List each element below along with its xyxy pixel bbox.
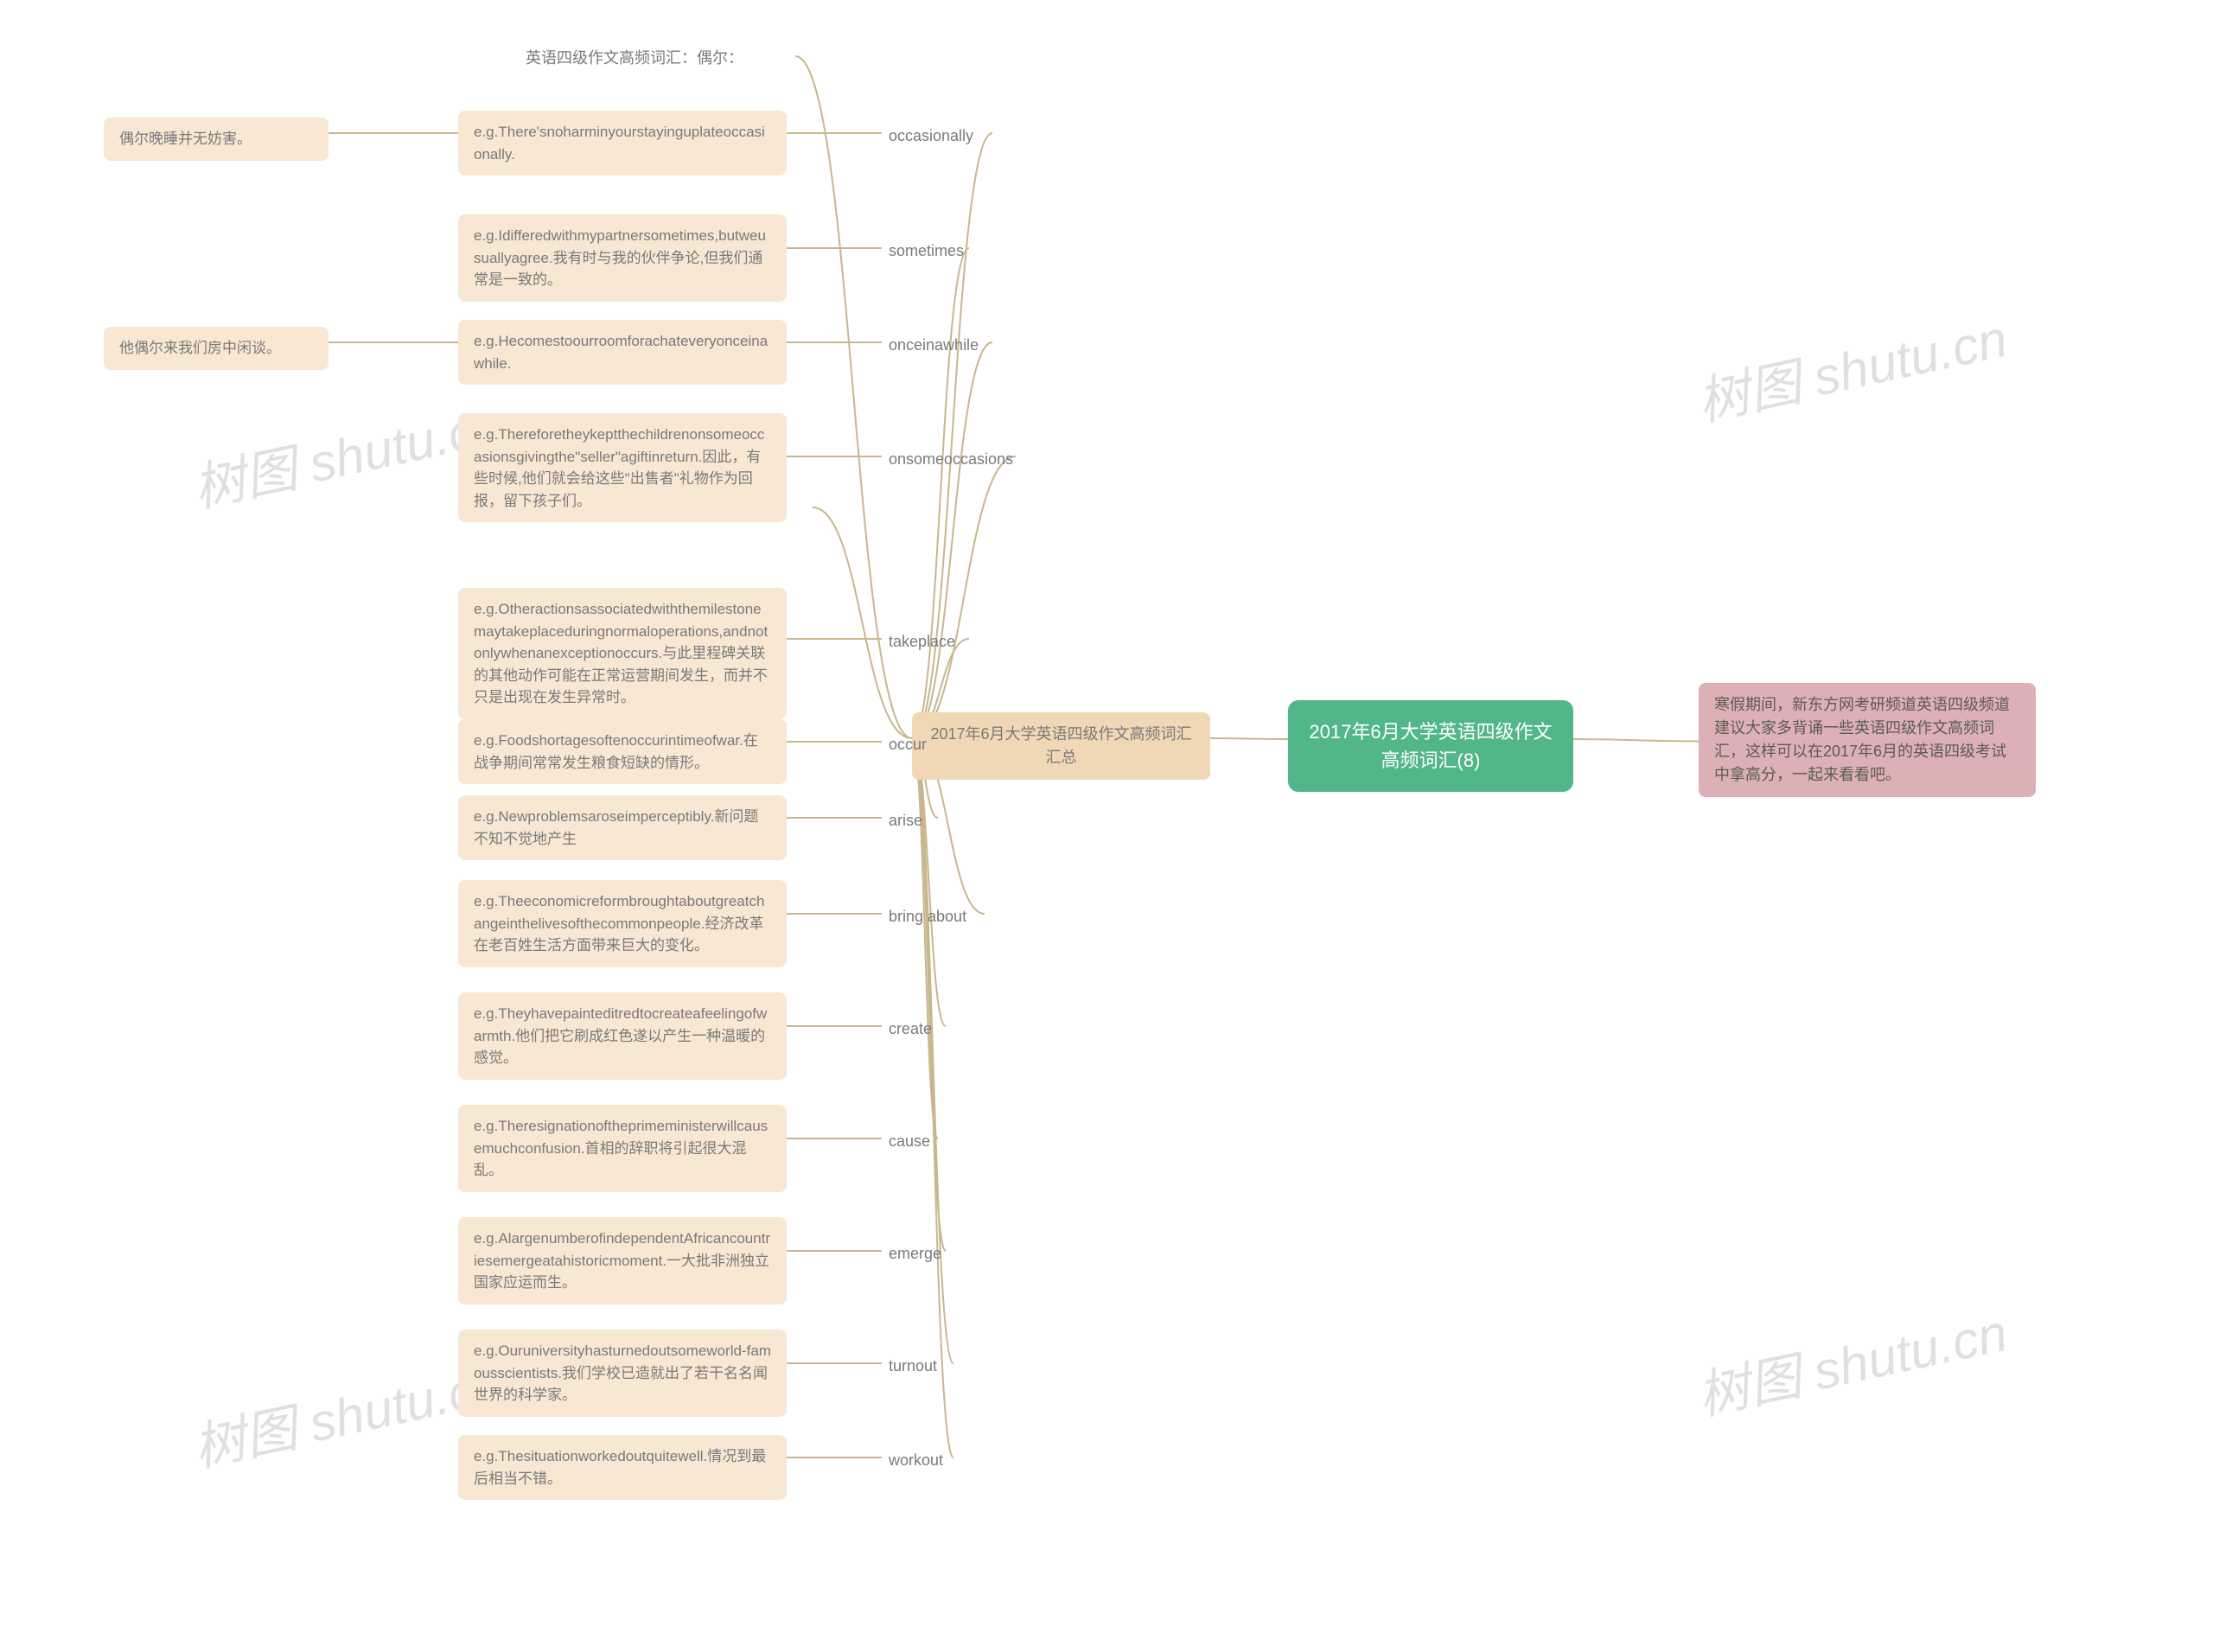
example-node-workout: e.g.Thesituationworkedoutquitewell.情况到最后… [458, 1435, 787, 1500]
example-node-occasionally: e.g.There'snoharminyourstayinguplateocca… [458, 111, 787, 175]
watermark: 树图 shutu.cn [1690, 1291, 2013, 1430]
word-node-bringabout[interactable]: bring about [882, 902, 973, 932]
leaf-node-occasionally: 偶尔晚睡并无妨害。 [104, 118, 328, 161]
header-node-1: 英语四级作文高频词汇：偶尔： [519, 43, 795, 73]
example-node-sometimes: e.g.Idifferedwithmypartnersometimes,butw… [458, 214, 787, 302]
example-node-turnout: e.g.Ouruniversityhasturnedoutsomeworld-f… [458, 1330, 787, 1417]
watermark: 树图 shutu.cn [1690, 297, 2013, 436]
word-node-occur[interactable]: occur [882, 730, 934, 760]
connector-layer [0, 0, 2213, 1652]
word-node-emerge[interactable]: emerge [882, 1239, 948, 1269]
example-node-cause: e.g.Theresignationoftheprimeministerwill… [458, 1105, 787, 1192]
word-node-onsomeoccasions[interactable]: onsomeoccasions [882, 444, 1020, 475]
word-node-turnout[interactable]: turnout [882, 1351, 944, 1381]
example-node-onsomeoccasions: e.g.Thereforetheykeptthechildrenonsomeoc… [458, 413, 787, 522]
word-node-create[interactable]: create [882, 1014, 939, 1044]
word-node-onceinawhile[interactable]: onceinawhile [882, 330, 985, 360]
example-node-takeplace: e.g.Otheractionsassociatedwiththemilesto… [458, 588, 787, 719]
root-node[interactable]: 2017年6月大学英语四级作文高频词汇(8) [1288, 700, 1573, 792]
leaf-node-onceinawhile: 他偶尔来我们房中闲谈。 [104, 327, 328, 370]
summary-node[interactable]: 2017年6月大学英语四级作文高频词汇汇总 [912, 712, 1210, 780]
example-node-arise: e.g.Newproblemsaroseimperceptibly.新问题不知不… [458, 795, 787, 860]
example-node-onceinawhile: e.g.Hecomestoourroomforachateveryonceina… [458, 320, 787, 385]
word-node-workout[interactable]: workout [882, 1445, 950, 1476]
example-node-occur: e.g.Foodshortagesoftenoccurintimeofwar.在… [458, 719, 787, 784]
word-node-occasionally[interactable]: occasionally [882, 121, 980, 151]
word-node-sometimes[interactable]: sometimes [882, 236, 971, 266]
example-node-bringabout: e.g.Theeconomicreformbroughtaboutgreatch… [458, 880, 787, 967]
word-node-arise[interactable]: arise [882, 806, 929, 836]
example-node-emerge: e.g.AlargenumberofindependentAfricancoun… [458, 1217, 787, 1304]
intro-node[interactable]: 寒假期间，新东方网考研频道英语四级频道建议大家多背诵一些英语四级作文高频词汇，这… [1699, 683, 2036, 797]
example-node-create: e.g.Theyhavepainteditredtocreateafeeling… [458, 992, 787, 1080]
word-node-cause[interactable]: cause [882, 1126, 937, 1157]
word-node-takeplace[interactable]: takeplace [882, 627, 962, 657]
